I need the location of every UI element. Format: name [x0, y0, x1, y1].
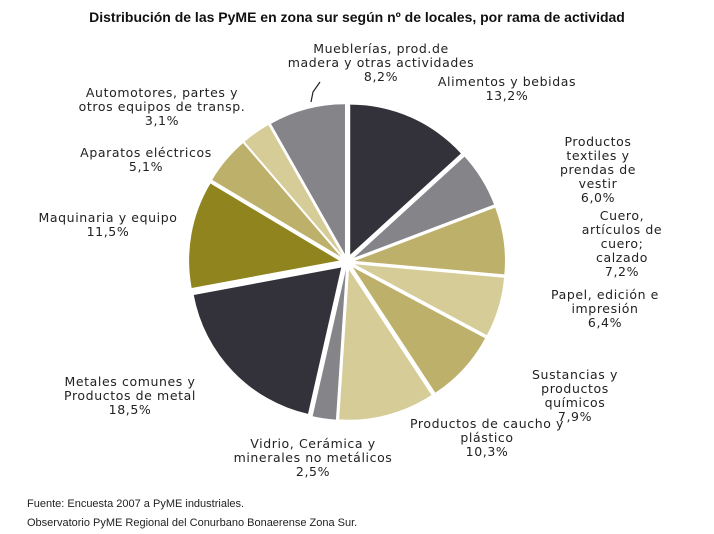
category-label: Maquinaria y equipo — [38, 210, 178, 225]
value-label: 10,3% — [465, 444, 509, 459]
value-label: 8,2% — [363, 69, 399, 84]
pie-slice — [312, 269, 346, 420]
value-label: 5,1% — [128, 159, 164, 174]
category-label: Papel, edición e impresión — [551, 287, 659, 316]
pie-slice — [350, 104, 461, 255]
pie-slice — [339, 269, 432, 420]
category-label: Automotores, partes y otros equipos de t… — [78, 85, 246, 114]
slice-label: Metales comunes y Productos de metal 18,5… — [64, 375, 196, 417]
slice-label: Mueblerías, prod.de madera y otras activ… — [288, 42, 475, 84]
leader-line — [310, 81, 321, 103]
category-label: Alimentos y bebidas — [437, 74, 577, 89]
source-note: Observatorio PyME Regional del Conurbano… — [27, 517, 358, 529]
category-label: Sustancias y productos químicos — [532, 367, 618, 410]
pie-slice — [193, 267, 342, 414]
pie-slice — [352, 267, 486, 393]
value-label: 3,1% — [144, 113, 180, 128]
category-label: Aparatos eléctricos — [80, 145, 212, 160]
category-label: Productos de caucho y plástico — [409, 416, 565, 445]
value-label: 18,5% — [108, 402, 152, 417]
category-label: Vidrio, Cerámica y minerales no metálico… — [233, 436, 393, 465]
pie-slice — [353, 156, 495, 258]
value-label: 6,0% — [580, 190, 616, 205]
pie-slice — [354, 207, 505, 275]
category-label: Cuero, artículos de cuero; calzado — [581, 208, 663, 265]
value-label: 7,9% — [557, 409, 593, 424]
category-label: Mueblerías, prod.de madera y otras activ… — [287, 41, 475, 70]
slice-label: Automotores, partes y otros equipos de t… — [79, 86, 246, 128]
slice-label: Aparatos eléctricos 5,1% — [80, 146, 212, 174]
value-label: 2,5% — [295, 464, 331, 479]
pie-slice — [270, 104, 345, 255]
slice-label: Vidrio, Cerámica y minerales no metálico… — [234, 437, 393, 479]
value-label: 11,5% — [86, 224, 130, 239]
value-label: 13,2% — [485, 88, 529, 103]
chart-title: Distribución de las PyME en zona sur seg… — [89, 9, 625, 25]
category-label: Productos textiles y prendas de vestir — [559, 134, 637, 191]
pie-slice — [244, 124, 343, 256]
pie-slice — [212, 143, 341, 257]
value-label: 7,2% — [604, 264, 640, 279]
category-label: Metales comunes y Productos de metal — [64, 374, 196, 403]
pie-slice — [189, 183, 340, 289]
slice-label: Papel, edición e impresión 6,4% — [551, 288, 659, 330]
slice-label: Productos de caucho y plástico 10,3% — [410, 417, 564, 459]
source-note: Fuente: Encuesta 2007 a PyME industriale… — [27, 498, 245, 510]
value-label: 6,4% — [587, 315, 623, 330]
slice-label: Sustancias y productos químicos 7,9% — [506, 368, 645, 424]
slice-label: Cuero, artículos de cuero; calzado 7,2% — [576, 209, 668, 279]
slice-label: Productos textiles y prendas de vestir 6,… — [540, 135, 656, 205]
slice-label: Maquinaria y equipo 11,5% — [39, 211, 178, 239]
pie-slice — [354, 264, 505, 336]
slice-label: Alimentos y bebidas 13,2% — [438, 75, 576, 103]
